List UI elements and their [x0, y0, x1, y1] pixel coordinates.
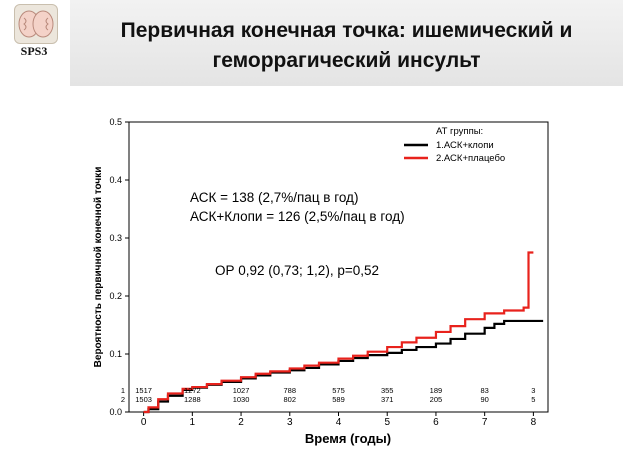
sps3-logo: SPS3: [4, 4, 64, 60]
at-risk-value: 189: [430, 386, 443, 395]
y-axis-label: Вероятность первичной конечной точки: [93, 167, 104, 368]
y-tick-label: 0.0: [109, 407, 122, 417]
x-tick-label: 2: [238, 417, 244, 428]
at-risk-value: 788: [284, 386, 297, 395]
at-risk-value: 1288: [184, 395, 201, 404]
at-risk-value: 1517: [135, 386, 152, 395]
x-tick-label: 6: [433, 417, 439, 428]
at-risk-value: 1503: [135, 395, 152, 404]
at-risk-row-label: 1: [121, 386, 125, 395]
x-tick-label: 8: [531, 417, 537, 428]
x-tick-label: 7: [482, 417, 488, 428]
brain-logo-icon: [14, 4, 58, 44]
legend-title: АТ группы:: [436, 126, 483, 137]
x-tick-label: 5: [384, 417, 390, 428]
at-risk-value: 1027: [233, 386, 250, 395]
title-band: [70, 0, 623, 86]
at-risk-table: 1 1517 1272 1027 788 575 355 189 83 3 2 1503 1288 103…: [121, 386, 536, 404]
at-risk-value: 5: [531, 395, 535, 404]
slide-title-line2: геморрагический инсульт: [212, 49, 481, 72]
at-risk-value: 83: [480, 386, 488, 395]
x-axis-label: Время (годы): [305, 431, 391, 446]
series-line-2: [143, 251, 534, 414]
at-risk-value: 3: [531, 386, 535, 395]
legend-label-2: 2.АСК+плацебо: [436, 153, 505, 164]
x-tick-label: 1: [190, 417, 196, 428]
x-tick-label: 4: [336, 417, 342, 428]
x-tick-label: 0: [141, 417, 147, 428]
legend-label-1: 1.АСК+клопи: [436, 140, 494, 151]
at-risk-value: 802: [284, 395, 297, 404]
annotation-hazard-ratio: ОР 0,92 (0,73; 1,2), p=0,52: [215, 263, 379, 278]
slide-title: Первичная конечная точка: ишемический и …: [70, 16, 623, 76]
slide-title-line1: Первичная конечная точка: ишемический и: [120, 19, 573, 42]
annotation-ask-klopi: АСК+Клопи = 126 (2,5%/пац в год): [190, 209, 405, 224]
at-risk-value: 90: [480, 395, 488, 404]
y-tick-label: 0.5: [109, 117, 122, 127]
logo-text: SPS3: [20, 44, 48, 58]
at-risk-value: 1272: [184, 386, 201, 395]
at-risk-row-label: 2: [121, 395, 125, 404]
at-risk-value: 371: [381, 395, 394, 404]
at-risk-value: 575: [332, 386, 345, 395]
y-tick-label: 0.1: [109, 349, 122, 359]
y-tick-label: 0.4: [109, 175, 122, 185]
at-risk-value: 205: [430, 395, 443, 404]
x-tick-label: 3: [287, 417, 293, 428]
at-risk-value: 1030: [233, 395, 250, 404]
at-risk-value: 589: [332, 395, 345, 404]
y-tick-label: 0.2: [109, 291, 122, 301]
legend: АТ группы: 1.АСК+клопи 2.АСК+плацебо: [404, 126, 505, 164]
at-risk-value: 355: [381, 386, 394, 395]
annotation-ask: АСК = 138 (2,7%/пац в год): [190, 190, 358, 205]
y-tick-label: 0.3: [109, 233, 122, 243]
